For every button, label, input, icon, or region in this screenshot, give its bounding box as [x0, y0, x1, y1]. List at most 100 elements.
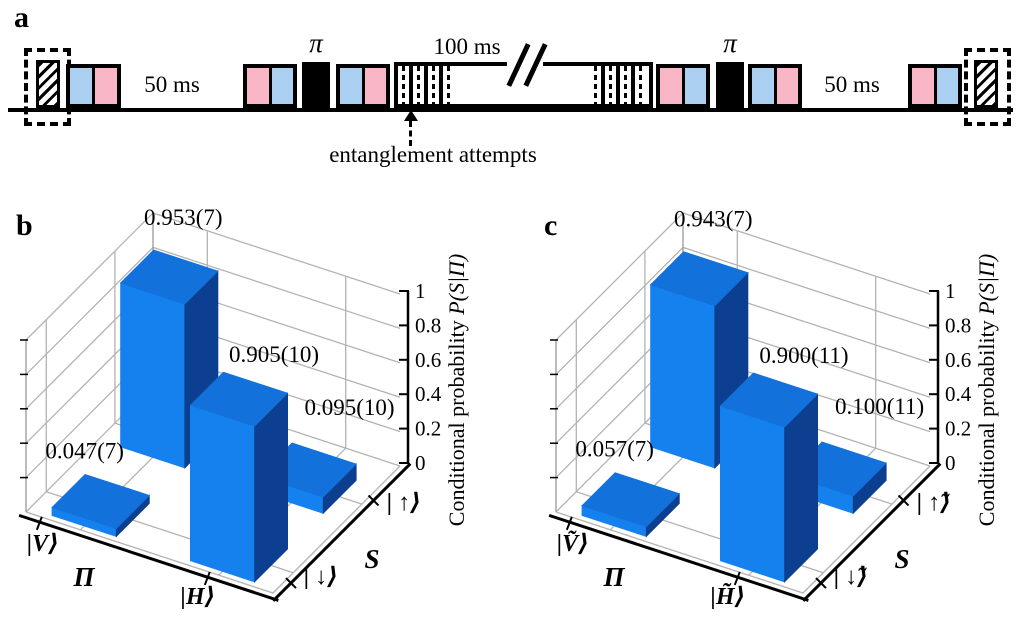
chart-c-axes — [548, 290, 942, 602]
chart-c-xaxis-title: Π — [602, 562, 625, 592]
dashed-line — [624, 66, 627, 106]
pink-pulse — [247, 68, 269, 104]
chart-c-xcat-0: |Ṽ⟩ — [557, 531, 589, 557]
chart-b-ycat-0: | ↓⟩ — [304, 564, 338, 590]
pink-pulse — [364, 68, 386, 104]
chart-c-xcat-1: |H̃⟩ — [711, 584, 746, 610]
pink-pulse — [660, 68, 682, 104]
blue-pulse — [70, 68, 92, 104]
chart-b-bar-2 — [189, 371, 289, 583]
blue-pulse — [271, 68, 293, 104]
chart-c-ztick-3: 0.6 — [945, 348, 971, 372]
pink-pulse — [95, 68, 117, 104]
chart-c-ycat-1: | ↑̃⟩ — [917, 490, 951, 516]
chart-c-ztick-2: 0.4 — [945, 382, 972, 406]
chart-c-ztick-4: 0.8 — [945, 313, 971, 337]
chart-b-zaxis-title: Conditional probability P(S|Π) — [444, 254, 469, 526]
chart-b: 0 0.2 0.4 0.6 0.8 1 0.047(7) 0.953(7) 0.905(10) 0… — [18, 205, 469, 610]
annotation-arrow-head — [404, 110, 418, 121]
chart-b-ztick-0: 0 — [415, 451, 426, 475]
dashed-line — [432, 66, 435, 106]
pulse-baseline — [8, 108, 1013, 112]
chart-b-xcat-1: |H⟩ — [181, 584, 216, 610]
solid-line — [601, 66, 605, 106]
chart-b-labels: 0 0.2 0.4 0.6 0.8 1 0.047(7) 0.953(7) 0.905(10) 0… — [27, 205, 469, 610]
chart-b-ztick-4: 0.8 — [415, 313, 441, 337]
chart-c-ycat-0: | ↓̃⟩ — [834, 564, 868, 590]
pulse-pair-6 — [908, 64, 962, 108]
pulse-pair-1 — [66, 64, 121, 108]
dashed-line — [639, 66, 642, 106]
solid-line — [424, 66, 428, 106]
blue-pulse — [684, 68, 706, 104]
chart-b-value-label-0: 0.047(7) — [45, 438, 124, 463]
chart-b-ztick-2: 0.4 — [415, 382, 442, 406]
chart-c-zaxis-title: Conditional probability P(S|Π) — [974, 254, 999, 526]
chart-b-ztick-1: 0.2 — [415, 417, 441, 441]
panel-b-label: b — [16, 209, 33, 242]
annotation-label: entanglement attempts — [329, 142, 537, 167]
pi-pulse-2 — [716, 62, 744, 108]
dashed-line — [594, 66, 597, 106]
chart-b-axes — [18, 290, 412, 602]
blue-pulse — [936, 68, 958, 104]
dashed-line — [609, 66, 612, 106]
pulse-sequence-diagram: 50 ms π 100 ms — [0, 0, 1023, 190]
long-wait-label: 100 ms — [433, 34, 501, 59]
dashed-line — [402, 66, 405, 106]
panel-a-label: a — [14, 1, 29, 34]
chart-b-yaxis-title: S — [364, 544, 379, 574]
chart-b-value-label-1: 0.953(7) — [144, 205, 223, 230]
pulse-pair-4 — [656, 64, 710, 108]
chart-c-ztick-1: 0.2 — [945, 417, 971, 441]
chart-b-ztick-3: 0.6 — [415, 348, 441, 372]
chart-b-xcat-0: |V⟩ — [27, 531, 59, 557]
chart-b-ztick-5: 1 — [415, 279, 426, 303]
chart-c-bars — [581, 251, 887, 583]
chart-c-ztick-0: 0 — [945, 451, 956, 475]
annotation-arrow-stem — [409, 121, 412, 146]
chart-c-ztick-5: 1 — [945, 279, 956, 303]
chart-b-xaxis-title: Π — [72, 562, 95, 592]
panel-c-label: c — [544, 209, 558, 242]
solid-line — [409, 66, 413, 106]
chart-c-labels: 0 0.2 0.4 0.6 0.8 1 0.057(7) 0.943(7) 0.900(11) 0… — [557, 207, 999, 610]
chart-c: 0 0.2 0.4 0.6 0.8 1 0.057(7) 0.943(7) 0.900(11) 0… — [548, 207, 999, 610]
chart-c-yaxis-title: S — [894, 544, 909, 574]
chart-c-bar-2 — [719, 372, 819, 583]
pi-label-2: π — [723, 28, 737, 58]
pi-pulse-1 — [302, 62, 330, 108]
chart-c-value-label-1: 0.943(7) — [674, 207, 753, 232]
pulse-pair-2 — [243, 64, 297, 108]
chart-c-bar-0 — [581, 472, 681, 538]
pulse-pair-5 — [748, 64, 802, 108]
solid-line — [439, 66, 443, 106]
dashed-line — [447, 66, 450, 106]
hatched-readout-pulse-left — [36, 60, 60, 108]
hatched-readout-pulse-right — [974, 60, 998, 108]
chart-c-value-label-0: 0.057(7) — [575, 437, 654, 462]
chart-b-ycat-1: | ↑⟩ — [387, 490, 421, 516]
pink-pulse — [776, 68, 798, 104]
chart-b-value-label-3: 0.095(10) — [305, 395, 395, 420]
blue-pulse — [752, 68, 774, 104]
dashed-line — [417, 66, 420, 106]
wait-label-2: 50 ms — [824, 72, 880, 97]
wait-label-1: 50 ms — [144, 72, 200, 97]
entanglement-attempt-lines-1 — [402, 66, 450, 106]
pi-label-1: π — [309, 28, 323, 58]
chart-b-bar-0 — [51, 473, 151, 538]
pink-pulse — [912, 68, 934, 104]
chart-c-value-label-2: 0.900(11) — [759, 343, 848, 368]
blue-pulse — [340, 68, 362, 104]
chart-b-value-label-2: 0.905(10) — [229, 342, 319, 367]
chart-b-bars — [51, 249, 357, 583]
detection-window-box-right — [964, 48, 1011, 126]
solid-line — [631, 66, 635, 106]
solid-line — [616, 66, 620, 106]
chart-c-value-label-3: 0.100(11) — [835, 394, 924, 419]
entanglement-attempt-lines-2 — [594, 66, 642, 106]
pulse-pair-3 — [336, 64, 390, 108]
